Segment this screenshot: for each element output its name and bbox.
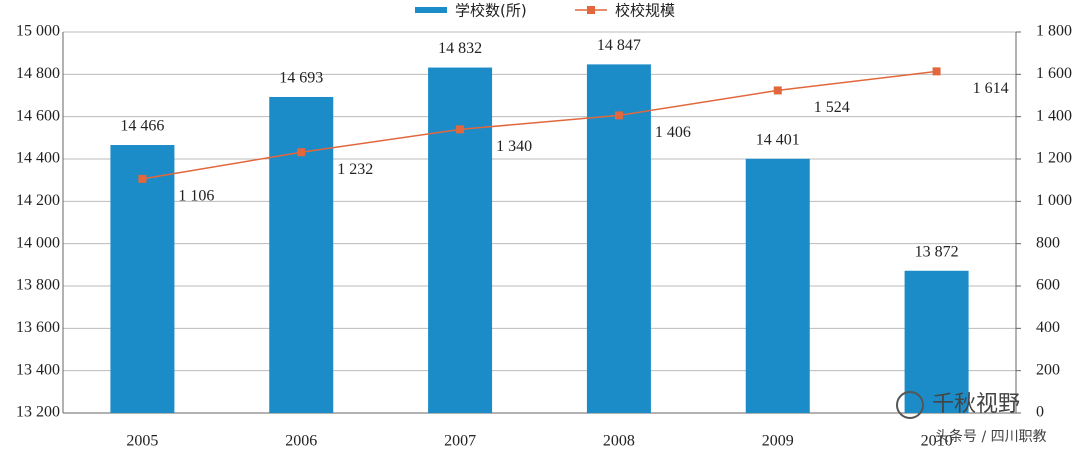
line-value-label: 1 614: [973, 80, 1009, 97]
y-tick-label: 13 200: [16, 404, 60, 421]
y2-tick-label: 1 600: [1036, 65, 1072, 82]
bar: [586, 64, 651, 413]
bar-value-label: 14 832: [438, 40, 482, 57]
y-tick-label: 15 000: [16, 23, 60, 40]
y-tick-label: 14 000: [16, 234, 60, 251]
bar-value-label: 14 693: [279, 70, 323, 87]
y2-tick-label: 800: [1036, 234, 1060, 251]
line-value-label: 1 524: [814, 99, 850, 116]
x-tick-label: 2005: [126, 433, 158, 450]
y-tick-label: 13 400: [16, 361, 60, 378]
line-marker: [614, 111, 623, 120]
y2-tick-label: 400: [1036, 319, 1060, 336]
y2-tick-label: 200: [1036, 361, 1060, 378]
watermark-logo: 千秋视野: [932, 392, 1020, 417]
y-tick-label: 13 600: [16, 319, 60, 336]
line-marker: [138, 174, 147, 183]
x-tick-label: 2006: [285, 433, 317, 450]
x-tick-label: 2010: [921, 433, 953, 450]
line: [142, 70, 937, 180]
line-marker: [773, 86, 782, 95]
line-value-label: 1 106: [178, 188, 214, 205]
bar: [428, 67, 493, 413]
watermark-icon: [896, 391, 924, 419]
y2-tick-label: 1 800: [1036, 23, 1072, 40]
line-value-label: 1 406: [655, 124, 691, 141]
bar-value-label: 13 872: [915, 243, 959, 260]
bar-value-label: 14 401: [756, 131, 800, 148]
bar: [110, 145, 175, 413]
y2-tick-label: 1 200: [1036, 150, 1072, 167]
legend-marker: [587, 6, 595, 14]
y-tick-label: 14 200: [16, 192, 60, 209]
legend-label: 学校数(所): [455, 2, 527, 20]
line-marker: [932, 67, 941, 76]
bar: [269, 96, 334, 414]
y-tick-label: 14 600: [16, 107, 60, 124]
bar: [904, 270, 969, 413]
y-tick-label: 14 400: [16, 150, 60, 167]
y-tick-label: 13 800: [16, 277, 60, 294]
bar: [745, 158, 810, 413]
line-marker: [297, 148, 306, 157]
y2-tick-label: 1 400: [1036, 107, 1072, 124]
watermark-source: 头条号 / 四川职教: [935, 428, 1047, 445]
y2-tick-label: 600: [1036, 277, 1060, 294]
bar-value-label: 14 466: [120, 118, 164, 135]
legend-swatch: [415, 7, 447, 13]
y-tick-label: 14 800: [16, 65, 60, 82]
line-marker: [456, 125, 465, 134]
line-value-label: 1 232: [337, 161, 373, 178]
y2-tick-label: 0: [1036, 404, 1044, 421]
legend-label: 校校规模: [615, 2, 675, 20]
x-tick-label: 2007: [444, 433, 476, 450]
line-value-label: 1 340: [496, 138, 532, 155]
x-tick-label: 2008: [603, 433, 635, 450]
y2-tick-label: 1 000: [1036, 192, 1072, 209]
x-tick-label: 2009: [762, 433, 794, 450]
bar-value-label: 14 847: [597, 37, 641, 54]
